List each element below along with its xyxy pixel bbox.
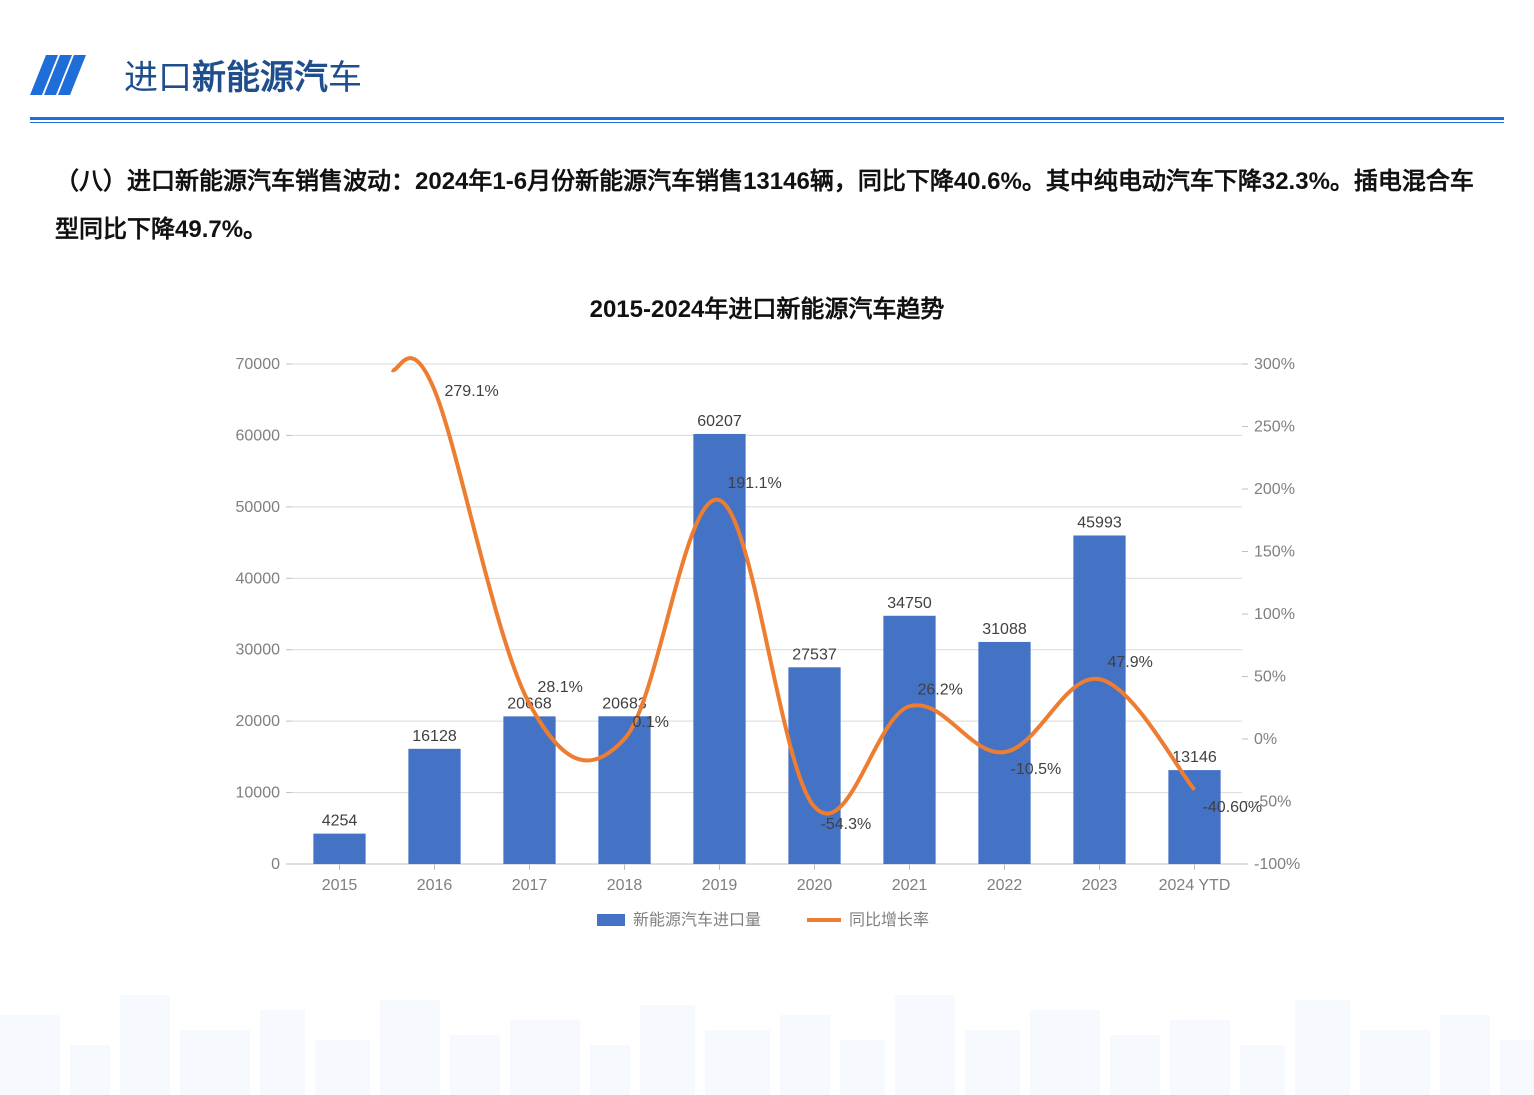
- legend-bar-label: 新能源汽车进口量: [633, 911, 761, 929]
- svg-text:2016: 2016: [417, 877, 453, 894]
- svg-text:-40.60%: -40.60%: [1203, 799, 1263, 816]
- svg-text:-100%: -100%: [1254, 856, 1300, 873]
- svg-text:279.1%: 279.1%: [445, 383, 499, 400]
- svg-text:50%: 50%: [1254, 669, 1286, 686]
- bar: [1168, 770, 1220, 864]
- svg-text:26.2%: 26.2%: [918, 681, 963, 698]
- page-title: 进口新能源汽车: [124, 50, 362, 99]
- chart-title: 2015-2024年进口新能源汽车趋势: [0, 289, 1534, 324]
- svg-text:2015: 2015: [322, 877, 358, 894]
- svg-text:250%: 250%: [1254, 419, 1295, 436]
- svg-text:0.1%: 0.1%: [633, 714, 669, 731]
- bar: [503, 716, 555, 864]
- svg-text:50000: 50000: [236, 499, 281, 516]
- svg-text:31088: 31088: [982, 621, 1027, 638]
- svg-text:2021: 2021: [892, 877, 928, 894]
- svg-text:150%: 150%: [1254, 544, 1295, 561]
- svg-text:300%: 300%: [1254, 356, 1295, 373]
- svg-text:10000: 10000: [236, 785, 281, 802]
- svg-text:0: 0: [271, 856, 280, 873]
- svg-text:2017: 2017: [512, 877, 548, 894]
- bar: [1073, 535, 1125, 864]
- svg-text:-10.5%: -10.5%: [1011, 761, 1062, 778]
- combo-chart: 0 10000 20000 30000 40000 50000 60000 70000 -100…: [172, 344, 1362, 964]
- svg-text:191.1%: 191.1%: [728, 475, 782, 492]
- svg-text:45993: 45993: [1077, 514, 1122, 531]
- svg-text:28.1%: 28.1%: [538, 679, 583, 696]
- svg-text:-54.3%: -54.3%: [821, 816, 872, 833]
- svg-text:13146: 13146: [1172, 749, 1217, 766]
- svg-text:20000: 20000: [236, 713, 281, 730]
- bar: [883, 616, 935, 864]
- chart-container: 0 10000 20000 30000 40000 50000 60000 70000 -100…: [172, 344, 1362, 964]
- header-rule-thick: [30, 117, 1504, 120]
- svg-text:0%: 0%: [1254, 731, 1277, 748]
- svg-text:200%: 200%: [1254, 481, 1295, 498]
- svg-text:27537: 27537: [792, 646, 837, 663]
- background-skyline: [0, 975, 1534, 1095]
- bar: [408, 749, 460, 864]
- svg-text:2023: 2023: [1082, 877, 1118, 894]
- legend-line-label: 同比增长率: [849, 911, 929, 929]
- svg-text:2019: 2019: [702, 877, 738, 894]
- svg-text:30000: 30000: [236, 642, 281, 659]
- description-text: （八）进口新能源汽车销售波动：2024年1-6月份新能源汽车销售13146辆，同…: [0, 123, 1534, 264]
- svg-text:60207: 60207: [697, 413, 742, 430]
- svg-text:60000: 60000: [236, 427, 281, 444]
- svg-text:4254: 4254: [322, 813, 358, 830]
- svg-text:2018: 2018: [607, 877, 643, 894]
- svg-text:100%: 100%: [1254, 606, 1295, 623]
- svg-text:34750: 34750: [887, 595, 932, 612]
- svg-text:16128: 16128: [412, 728, 457, 745]
- page-header: 进口新能源汽车: [0, 0, 1534, 109]
- svg-text:70000: 70000: [236, 356, 281, 373]
- svg-text:47.9%: 47.9%: [1108, 654, 1153, 671]
- svg-text:2024 YTD: 2024 YTD: [1159, 877, 1231, 894]
- svg-text:40000: 40000: [236, 570, 281, 587]
- header-stripes-icon: [30, 55, 94, 95]
- svg-text:2022: 2022: [987, 877, 1023, 894]
- bar: [313, 834, 365, 864]
- svg-text:2020: 2020: [797, 877, 833, 894]
